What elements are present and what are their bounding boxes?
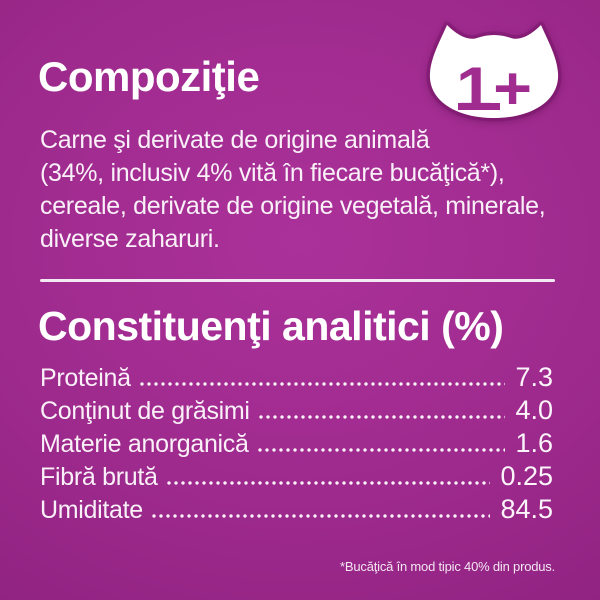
age-badge-label: 1+ — [456, 55, 532, 122]
composition-line: Carne şi derivate de origine animală — [40, 126, 430, 154]
composition-line: diverse zaharuri. — [40, 225, 220, 253]
row-value: 4.0 — [515, 395, 553, 425]
dotted-leader — [139, 382, 506, 386]
section-divider — [40, 279, 555, 282]
analytical-constituents-title: Constituenţi analitici (%) — [38, 303, 504, 349]
analytical-constituents-table: Proteină 7.3 Conţinut de grăsimi 4.0 Mat… — [40, 361, 553, 526]
table-row-crude-fibre: Fibră brută 0.25 — [40, 460, 553, 493]
row-label: Fibră brută — [40, 463, 158, 491]
row-value: 0.25 — [500, 461, 553, 491]
dotted-leader — [166, 481, 491, 485]
composition-line: (34%, inclusiv 4% vită în fiecare bucăţi… — [40, 159, 505, 187]
table-row-moisture: Umiditate 84.5 — [40, 493, 553, 526]
table-row-inorganic-matter: Materie anorganică 1.6 — [40, 427, 553, 460]
row-value: 84.5 — [500, 494, 553, 524]
row-label: Materie anorganică — [40, 430, 249, 458]
composition-text: Carne şi derivate de origine animală (34… — [40, 124, 558, 256]
chunks-footnote: *Bucăţică în mod tipic 40% din produs. — [340, 559, 555, 574]
cat-head-icon: 1+ — [426, 21, 562, 122]
row-value: 1.6 — [515, 428, 553, 458]
numeral-base-serif — [458, 103, 500, 110]
table-row-protein: Proteină 7.3 — [40, 361, 553, 394]
row-label: Conţinut de grăsimi — [40, 397, 250, 425]
row-value: 7.3 — [515, 362, 553, 392]
dotted-leader — [257, 448, 506, 452]
dotted-leader — [151, 514, 491, 518]
dotted-leader — [258, 415, 506, 419]
composition-line: cereale, derivate de origine vegetală, m… — [40, 192, 546, 220]
age-1plus-badge: 1+ — [425, 21, 563, 122]
row-label: Proteină — [40, 364, 131, 392]
composition-title: Compoziţie — [38, 53, 260, 100]
table-row-fat: Conţinut de grăsimi 4.0 — [40, 394, 553, 427]
row-label: Umiditate — [40, 496, 143, 524]
